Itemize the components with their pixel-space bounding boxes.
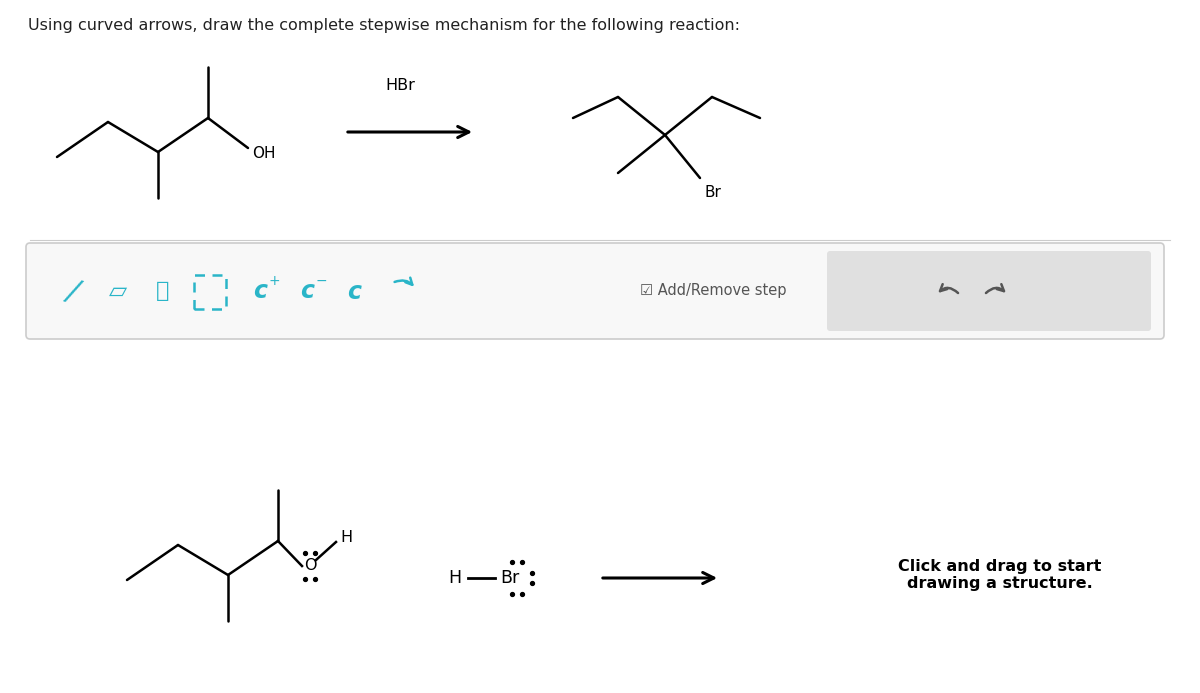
Text: c: c xyxy=(253,279,266,303)
Text: OH: OH xyxy=(252,146,276,161)
Text: +: + xyxy=(268,274,280,288)
Text: ×: × xyxy=(866,277,889,305)
Text: c: c xyxy=(347,280,361,304)
Text: ✋: ✋ xyxy=(156,281,169,301)
Text: Br: Br xyxy=(500,569,520,587)
Text: /: / xyxy=(64,276,80,306)
Text: O: O xyxy=(304,559,317,574)
Text: ☑ Add/Remove step: ☑ Add/Remove step xyxy=(640,283,786,299)
FancyBboxPatch shape xyxy=(26,243,1164,339)
Text: HBr: HBr xyxy=(385,78,415,93)
Text: ▱: ▱ xyxy=(109,279,127,303)
Text: Br: Br xyxy=(706,185,722,200)
Text: Using curved arrows, draw the complete stepwise mechanism for the following reac: Using curved arrows, draw the complete s… xyxy=(28,18,740,33)
Text: Click and drag to start
drawing a structure.: Click and drag to start drawing a struct… xyxy=(899,559,1102,591)
Text: −: − xyxy=(316,274,326,288)
Text: H: H xyxy=(449,569,462,587)
Text: c: c xyxy=(300,279,314,303)
FancyBboxPatch shape xyxy=(827,251,1151,331)
Text: H: H xyxy=(340,531,352,545)
